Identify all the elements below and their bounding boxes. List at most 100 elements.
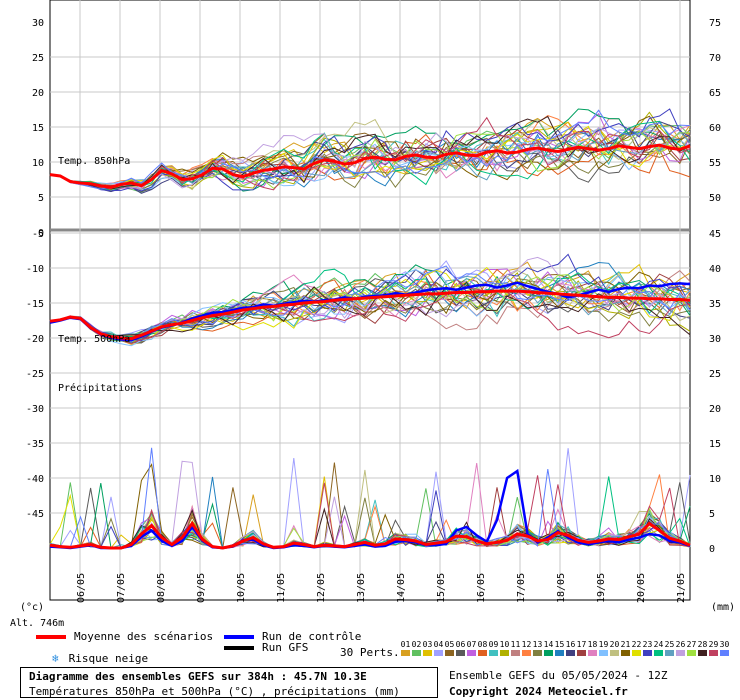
- member-850-line: [49, 109, 691, 190]
- x-tick-label: 13/05: [356, 573, 367, 603]
- x-tick-label: 19/05: [596, 573, 607, 603]
- member-legend-item: 23: [642, 640, 653, 656]
- lower-left-tick: -20: [26, 334, 44, 345]
- member-id: 17: [576, 640, 587, 649]
- x-tick-label: 21/05: [676, 573, 687, 603]
- member-legend-item: 25: [664, 640, 675, 656]
- lower-right-tick: 0: [709, 544, 715, 555]
- member-850-line: [49, 108, 691, 192]
- member-legend-item: 02: [411, 640, 422, 656]
- member-legend-item: 22: [631, 640, 642, 656]
- member-swatch: [720, 650, 729, 656]
- member-swatch: [489, 650, 498, 656]
- upper-left-tick: 20: [32, 88, 44, 99]
- lower-right-tick: 45: [709, 229, 721, 240]
- member-swatch: [698, 650, 707, 656]
- member-id: 10: [499, 640, 510, 649]
- member-id: 22: [631, 640, 642, 649]
- member-id: 23: [642, 640, 653, 649]
- x-tick-label: 10/05: [236, 573, 247, 603]
- x-tick-label: 08/05: [156, 573, 167, 603]
- member-legend-item: 10: [499, 640, 510, 656]
- member-swatch: [434, 650, 443, 656]
- member-legend-item: 14: [543, 640, 554, 656]
- member-swatch: [401, 650, 410, 656]
- member-500-line: [49, 273, 691, 342]
- mean-swatch: [36, 634, 66, 639]
- ensemble-chart: 302520151050757065605550-5-10-15-20-25-3…: [10, 0, 735, 629]
- legend-control: Run de contrôle: [224, 630, 361, 643]
- x-tick-label: 17/05: [516, 573, 527, 603]
- member-id: 01: [400, 640, 411, 649]
- member-swatch: [643, 650, 652, 656]
- upper-right-tick: 60: [709, 123, 721, 134]
- member-850-line: [49, 115, 691, 190]
- x-tick-label: 09/05: [196, 573, 207, 603]
- chart-subtitle: Températures 850hPa et 500hPa (°C) , pré…: [29, 685, 400, 698]
- member-legend: 01 02 03 04 05 06 07 08 09 10 11 12 13 14 15 16 17 18 19 20…: [400, 640, 730, 656]
- member-legend-item: 20: [609, 640, 620, 656]
- member-legend-item: 01: [400, 640, 411, 656]
- x-tick-label: 12/05: [316, 573, 327, 603]
- mean-500-line: [49, 289, 691, 341]
- member-swatch: [566, 650, 575, 656]
- axis-ticks: 302520151050757065605550-5-10-15-20-25-3…: [26, 18, 721, 603]
- member-swatch: [610, 650, 619, 656]
- legend-gfs-label: Run GFS: [262, 641, 309, 654]
- member-legend-item: 24: [653, 640, 664, 656]
- mean-precip-line: [49, 520, 691, 550]
- member-legend-item: 27: [686, 640, 697, 656]
- member-id: 14: [543, 640, 554, 649]
- gfs-swatch: [224, 645, 254, 650]
- legend-gfs: Run GFS: [224, 641, 308, 654]
- member-swatch: [621, 650, 630, 656]
- member-swatch: [467, 650, 476, 656]
- lower-left-tick: -35: [26, 439, 44, 450]
- member-swatch: [665, 650, 674, 656]
- altitude-label: Alt. 746m: [10, 618, 64, 629]
- upper-left-tick: 30: [32, 18, 44, 29]
- upper-right-tick: 70: [709, 53, 721, 64]
- x-tick-label: 18/05: [556, 573, 567, 603]
- member-swatch: [478, 650, 487, 656]
- member-swatch: [412, 650, 421, 656]
- member-swatch: [654, 650, 663, 656]
- x-tick-label: 20/05: [636, 573, 647, 603]
- member-500-line: [49, 265, 691, 343]
- upper-panel-frame: [49, 0, 691, 231]
- member-legend-item: 09: [488, 640, 499, 656]
- chart-title: Diagramme des ensembles GEFS sur 384h : …: [29, 670, 367, 683]
- member-swatch: [555, 650, 564, 656]
- member-id: 07: [466, 640, 477, 649]
- member-legend-item: 12: [521, 640, 532, 656]
- member-legend-item: 21: [620, 640, 631, 656]
- x-tick-label: 06/05: [76, 573, 87, 603]
- lower-right-tick: 15: [709, 439, 721, 450]
- member-swatch: [676, 650, 685, 656]
- unit-left: (°c): [20, 602, 44, 613]
- lower-right-tick: 20: [709, 404, 721, 415]
- member-id: 26: [675, 640, 686, 649]
- member-id: 20: [609, 640, 620, 649]
- legend-snow-label: Risque neige: [68, 652, 149, 665]
- member-legend-item: 05: [444, 640, 455, 656]
- member-legend-item: 28: [697, 640, 708, 656]
- member-id: 29: [708, 640, 719, 649]
- upper-right-tick: 55: [709, 158, 721, 169]
- member-id: 30: [719, 640, 730, 649]
- upper-left-tick: 0: [38, 228, 44, 239]
- control-swatch: [224, 634, 254, 639]
- member-swatch: [599, 650, 608, 656]
- member-swatch: [687, 650, 696, 656]
- lower-right-tick: 40: [709, 264, 721, 275]
- lower-left-tick: -40: [26, 474, 44, 485]
- upper-left-tick: 25: [32, 53, 44, 64]
- member-swatch: [456, 650, 465, 656]
- member-legend-item: 13: [532, 640, 543, 656]
- member-legend-item: 08: [477, 640, 488, 656]
- perts-label: 30 Perts.: [340, 646, 400, 659]
- member-id: 05: [444, 640, 455, 649]
- snowflake-icon: ❄: [52, 652, 59, 665]
- x-tick-label: 11/05: [276, 573, 287, 603]
- member-legend-item: 29: [708, 640, 719, 656]
